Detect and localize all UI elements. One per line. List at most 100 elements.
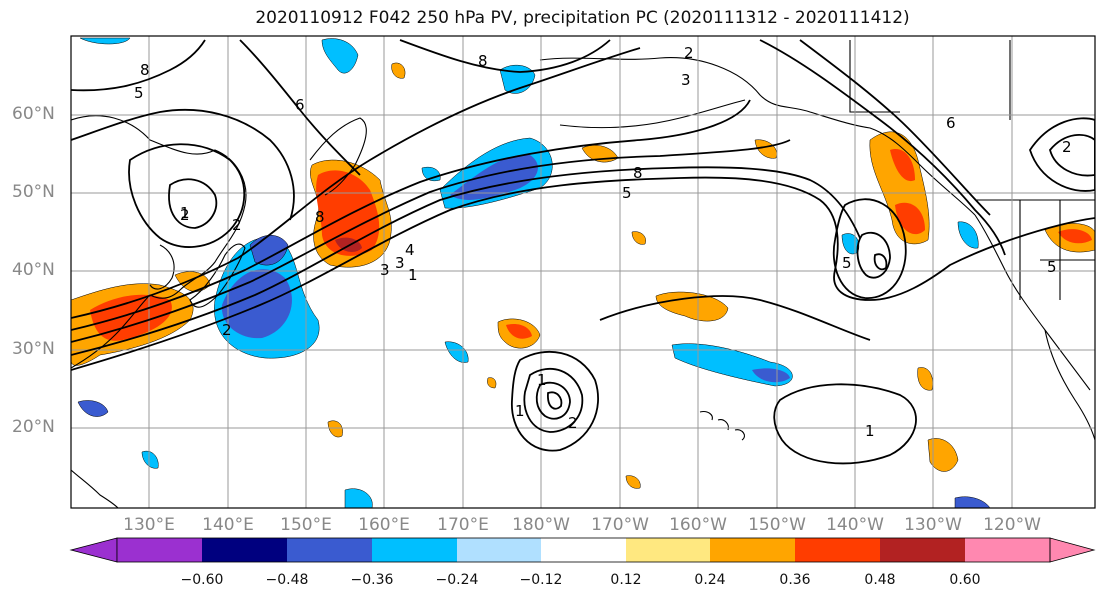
lon-label: 150°W <box>748 515 806 535</box>
contour-label: 5 <box>1047 258 1057 276</box>
pv-contour <box>759 39 1006 256</box>
pv-contour <box>523 367 584 433</box>
colorbar-tick-label: 0.12 <box>610 572 642 588</box>
contour-label: 8 <box>478 52 488 70</box>
map-title: 2020110912 F042 250 hPa PV, precipitatio… <box>255 8 910 28</box>
lat-label: 50°N <box>12 182 55 202</box>
pv-contour <box>599 295 871 341</box>
pv-contours <box>71 39 1095 465</box>
pv-contour <box>71 139 791 343</box>
pv-contour <box>832 198 907 299</box>
precip-neg-region <box>77 400 109 417</box>
contour-label: 8 <box>315 208 325 226</box>
precip-neg-region <box>321 38 359 74</box>
lon-label: 170°E <box>437 515 489 535</box>
colorbar-segment <box>965 538 1050 562</box>
contour-label: 2 <box>232 216 242 234</box>
contour-label: 2 <box>684 44 694 62</box>
contour-label: 1 <box>515 402 525 420</box>
pv-contour <box>71 166 861 356</box>
coastline-hawaii <box>699 411 745 441</box>
pv-contour <box>128 143 246 248</box>
precip-pos-region <box>927 438 959 472</box>
border-alaska-canada <box>849 40 900 113</box>
lat-label: 40°N <box>12 260 55 280</box>
precip-neg-region <box>954 496 991 508</box>
lon-label: 140°W <box>826 515 884 535</box>
coastline-baja <box>1044 329 1095 441</box>
colorbar-segment <box>795 538 880 562</box>
lon-label: 160°E <box>358 515 410 535</box>
coastlines <box>71 40 1095 508</box>
precip-neg-core <box>752 368 790 383</box>
pv-contour <box>511 351 599 452</box>
precip-neg-region <box>444 341 469 363</box>
precip-pos-region <box>917 367 933 391</box>
lon-label: 130°W <box>904 515 962 535</box>
precip-pos-core <box>1058 229 1092 244</box>
contour-label: 2 <box>222 321 232 339</box>
colorbar-tick-label: −0.60 <box>180 572 224 588</box>
precip-pos-core <box>506 324 532 339</box>
pv-contour <box>1029 117 1095 192</box>
colorbar-segment <box>457 538 541 562</box>
contour-labels: 5 8 2 6 3 2 1 2 8 4 3 1 5 8 5 1 2 6 8 3 … <box>134 44 1072 440</box>
precip-neg-region <box>79 37 131 45</box>
colorbar-segment <box>541 538 626 562</box>
lat-label: 30°N <box>12 339 55 359</box>
precip-pos-core <box>316 170 380 256</box>
pv-contour <box>535 381 571 420</box>
lon-label: 130°E <box>123 515 175 535</box>
coastline-kamchatka <box>309 117 367 196</box>
colorbar-tick-label: 0.24 <box>694 572 726 588</box>
precip-neg-region <box>141 450 159 469</box>
contour-label: 6 <box>946 114 956 132</box>
coastline-asia <box>71 115 247 369</box>
pv-contour <box>71 39 206 92</box>
contour-label: 5 <box>622 184 632 202</box>
contour-label: 6 <box>295 96 305 114</box>
lon-label: 180°W <box>512 515 570 535</box>
pv-contour <box>773 383 917 465</box>
contour-label: 2 <box>180 206 190 224</box>
colorbar-frame <box>116 537 1051 563</box>
precip-shading <box>71 37 1095 508</box>
colorbar-tick-label: 0.36 <box>779 572 811 588</box>
contour-label: 5 <box>842 254 852 272</box>
lon-label: 120°W <box>983 515 1041 535</box>
pv-contour <box>547 391 563 410</box>
colorbar-tick-label: −0.48 <box>265 572 309 588</box>
colorbar-extend-low <box>69 537 118 563</box>
colorbar-tick-label: 0.60 <box>949 572 981 588</box>
lat-label: 60°N <box>12 104 55 124</box>
contour-label: 3 <box>681 71 691 89</box>
lon-label: 170°W <box>591 515 649 535</box>
border-states <box>1009 40 1095 300</box>
colorbar <box>69 537 1096 563</box>
graticule <box>71 36 1095 508</box>
colorbar-segment <box>880 538 965 562</box>
precip-neg-region <box>957 221 979 249</box>
precip-pos-region <box>487 377 497 389</box>
coastline-aleutians <box>559 99 746 129</box>
colorbar-tick-label: 0.48 <box>864 572 896 588</box>
pv-contour <box>856 231 891 279</box>
pv-contour <box>71 99 751 331</box>
precip-neg-region <box>841 233 860 255</box>
contour-label: 1 <box>865 422 875 440</box>
pv-contour <box>168 178 218 229</box>
lon-label: 140°E <box>202 515 254 535</box>
colorbar-segment <box>372 538 457 562</box>
contour-label: 3 <box>380 261 390 279</box>
precip-pos-region <box>625 475 641 489</box>
lat-label: 20°N <box>12 417 55 437</box>
pv-contour <box>71 47 641 319</box>
coastline-philippines <box>71 469 119 508</box>
colorbar-tick-label: −0.12 <box>519 572 563 588</box>
precip-neg-core <box>450 154 538 200</box>
colorbar-tick-label: −0.24 <box>435 572 479 588</box>
contour-label: 4 <box>405 241 415 259</box>
precip-pos-core <box>890 149 915 182</box>
coastline-korea <box>149 244 175 290</box>
